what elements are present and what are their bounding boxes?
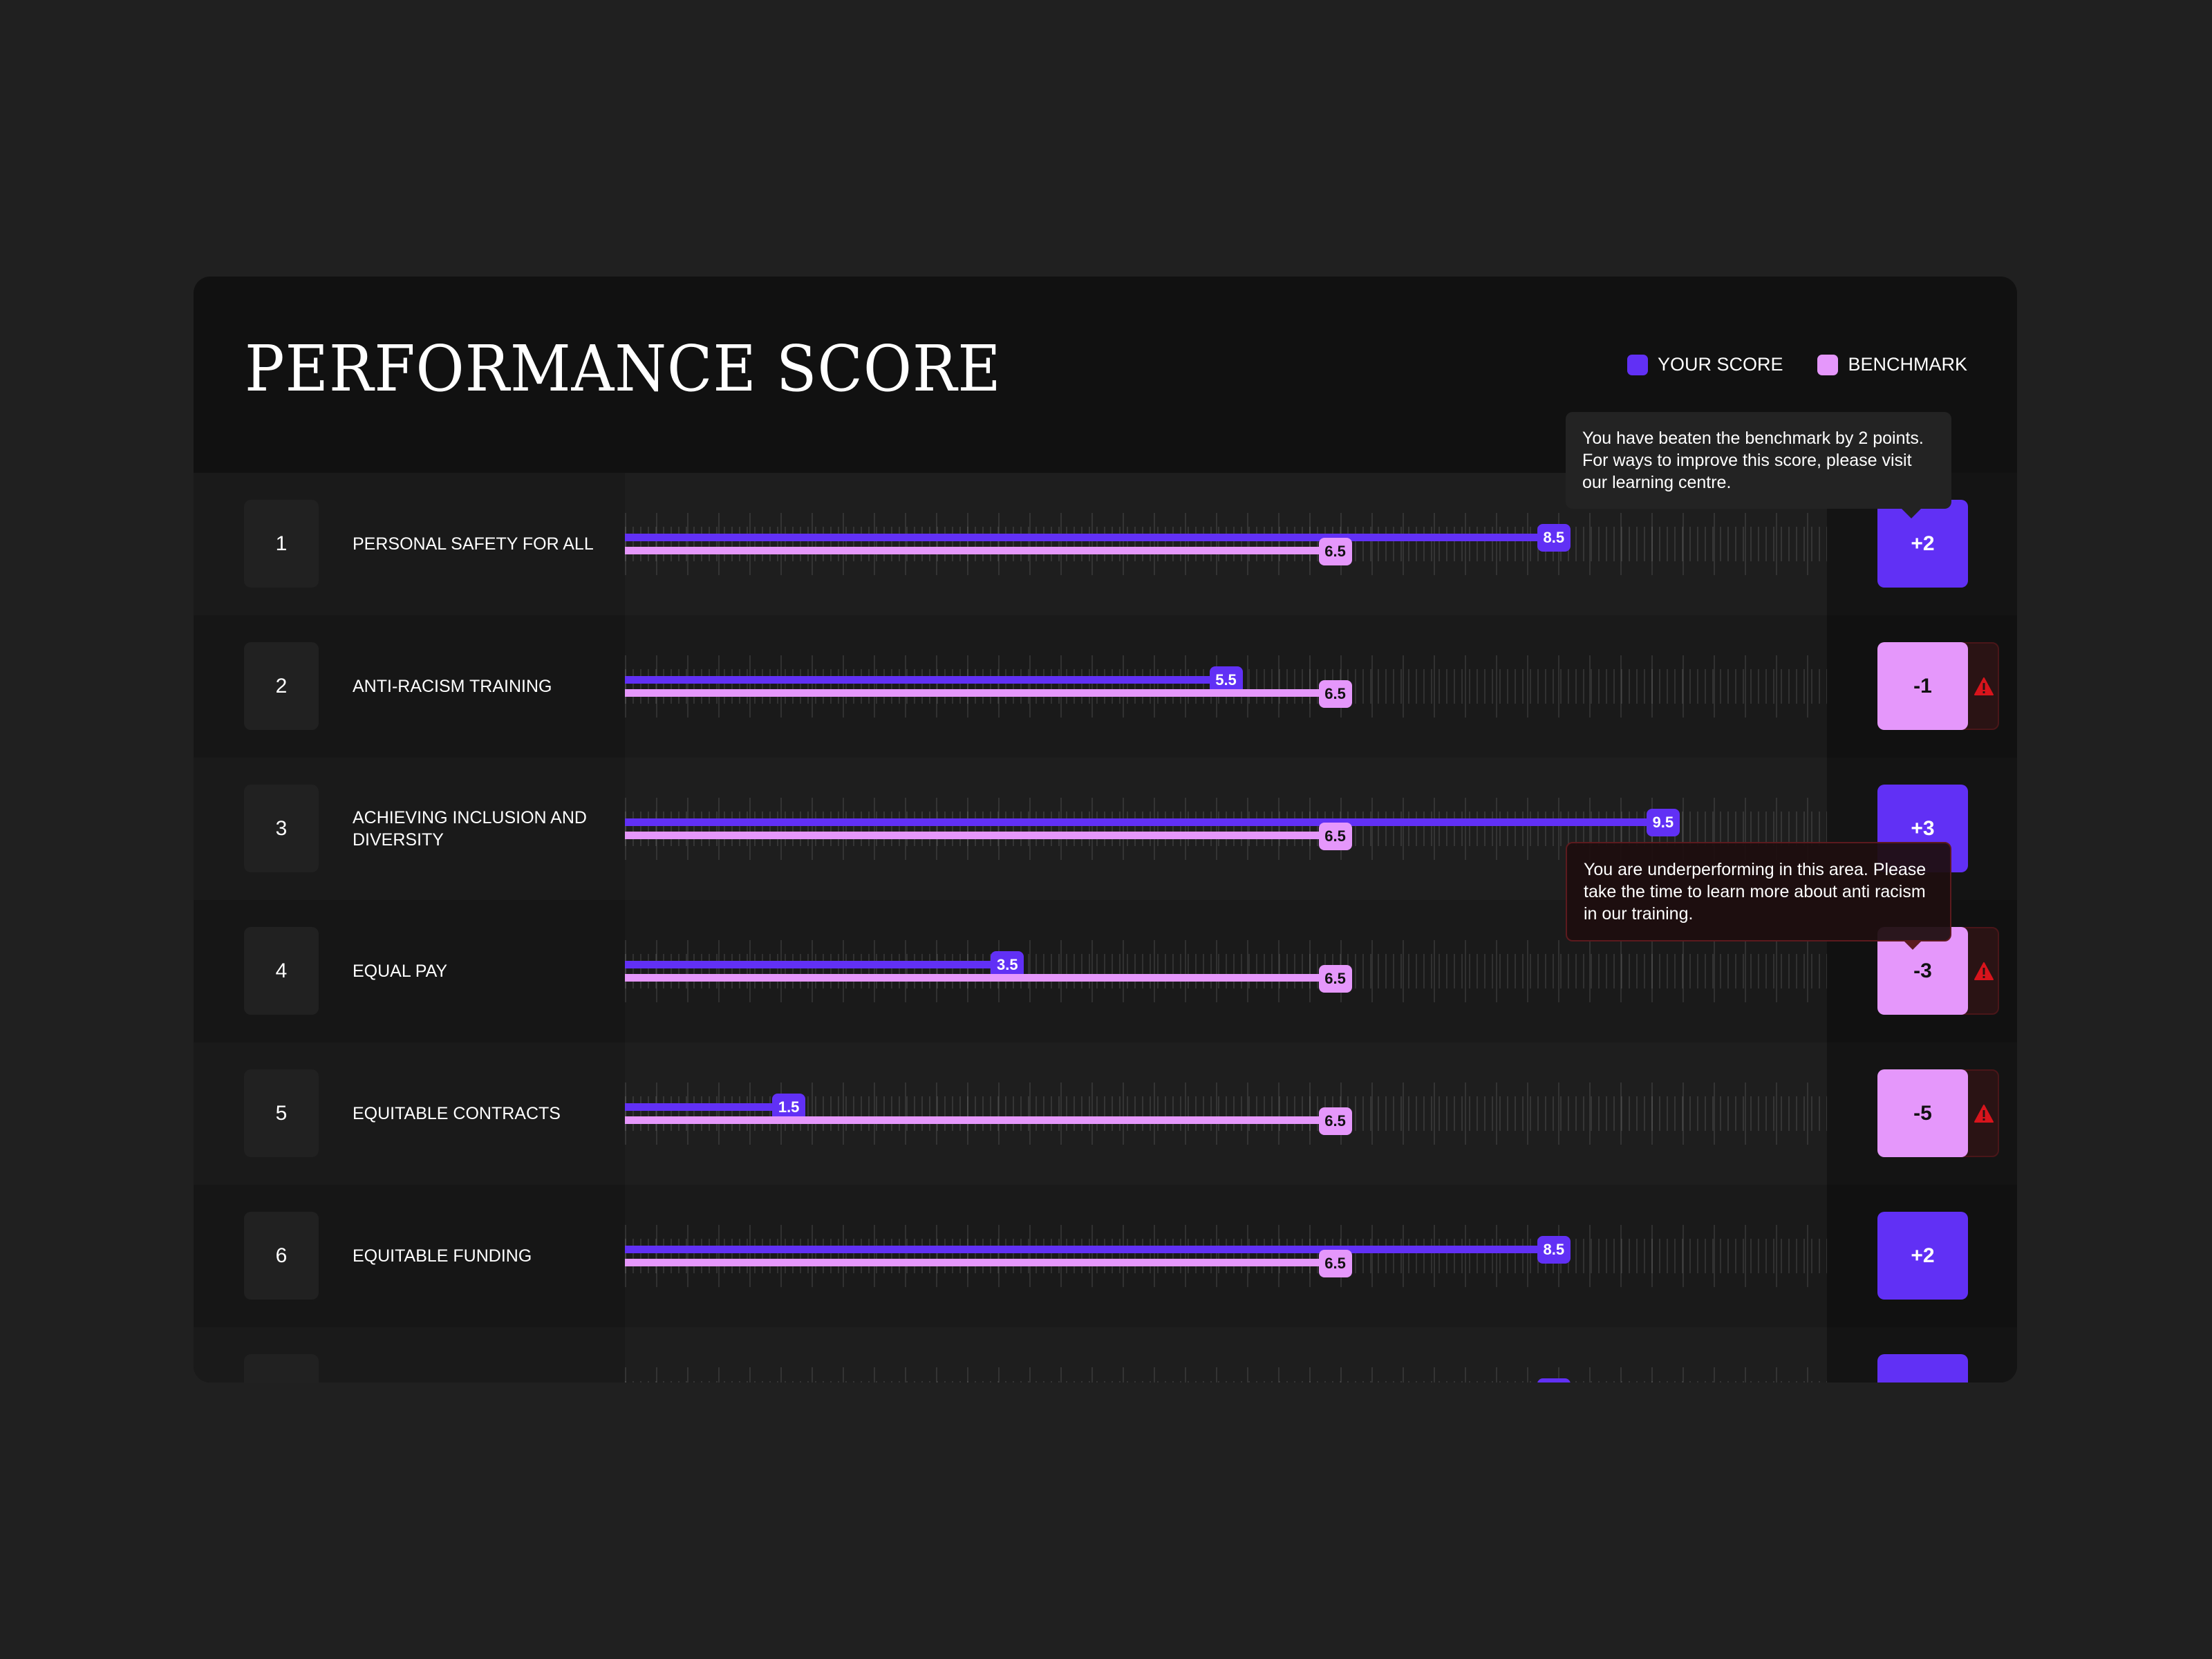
major-ticks	[625, 940, 1827, 1002]
row-label: PROVIDING CAREER	[353, 1327, 615, 1382]
tooltip-underperforming: You are underperforming in this area. Pl…	[1566, 842, 1951, 950]
benchmark-bar	[625, 689, 1335, 697]
score-diff-badge[interactable]: -3	[1877, 927, 1968, 1015]
row-label: EQUAL PAY	[353, 962, 448, 981]
benchmark-bar	[625, 832, 1335, 839]
benchmark-bar	[625, 1116, 1335, 1124]
benchmark-marker[interactable]: 6.5	[1318, 1250, 1352, 1277]
minor-ticks	[625, 527, 1827, 561]
row-label: ACHIEVING INCLUSION AND DIVERSITY	[353, 808, 587, 850]
score-bar	[625, 818, 1663, 826]
score-marker[interactable]: 8.5	[1537, 1236, 1571, 1264]
row-number: 2	[244, 642, 319, 730]
minor-ticks	[625, 1239, 1827, 1273]
major-ticks	[625, 1082, 1827, 1145]
row-number: 6	[244, 1212, 319, 1300]
score-bar	[625, 676, 1226, 684]
row-number: 5	[244, 1069, 319, 1157]
row-number: 1	[244, 500, 319, 588]
major-ticks	[625, 1225, 1827, 1287]
legend: YOUR SCORE BENCHMARK	[1627, 354, 1967, 375]
warning-icon	[1974, 962, 1994, 980]
score-diff-badge[interactable]: -1	[1877, 642, 1968, 730]
score-row[interactable]: PROVIDING CAREER	[194, 1327, 2017, 1382]
row-label: ANTI-RACISM TRAINING	[353, 677, 552, 696]
legend-label: BENCHMARK	[1848, 354, 1967, 375]
benchmark-marker[interactable]: 6.5	[1318, 965, 1352, 993]
legend-swatch-benchmark	[1817, 354, 1839, 375]
benchmark-bar	[625, 547, 1335, 554]
minor-ticks	[625, 1381, 1827, 1382]
legend-swatch-score	[1627, 354, 1648, 375]
warning-icon	[1974, 677, 1994, 695]
score-diff-badge[interactable]	[1877, 1354, 1968, 1382]
page-title: PERFORMANCE SCORE	[245, 332, 1002, 406]
score-diff-badge[interactable]: -5	[1877, 1069, 1968, 1157]
tooltip-text: You are underperforming in this area. Pl…	[1584, 860, 1927, 924]
tooltip-arrow	[1902, 509, 1921, 518]
performance-score-card: PERFORMANCE SCORE YOUR SCORE BENCHMARK 1…	[194, 276, 2017, 1382]
score-diff-badge[interactable]: +2	[1877, 1212, 1968, 1300]
benchmark-marker[interactable]: 6.5	[1318, 680, 1352, 708]
benchmark-marker[interactable]: 6.5	[1318, 538, 1352, 565]
tooltip-arrow	[1903, 940, 1922, 950]
tooltip-text: You have beaten the benchmark by 2 point…	[1582, 429, 1924, 492]
row-label: EQUITABLE CONTRACTS	[353, 1104, 561, 1123]
minor-ticks	[625, 812, 1827, 846]
minor-ticks	[625, 954, 1827, 988]
benchmark-bar	[625, 1259, 1335, 1266]
benchmark-marker[interactable]: 6.5	[1318, 1107, 1352, 1135]
score-marker[interactable]: 8.5	[1537, 524, 1571, 552]
row-number: 3	[244, 785, 319, 872]
score-bar	[625, 1103, 789, 1111]
benchmark-bar	[625, 974, 1335, 982]
legend-your-score: YOUR SCORE	[1627, 354, 1783, 375]
legend-label: YOUR SCORE	[1657, 354, 1783, 375]
score-marker[interactable]: 9.5	[1646, 809, 1680, 836]
row-number	[244, 1354, 319, 1382]
score-bar	[625, 1246, 1554, 1253]
warning-icon	[1974, 1104, 1994, 1123]
score-row[interactable]: 2 ANTI-RACISM TRAINING 5.5 6.5 -1	[194, 615, 2017, 758]
benchmark-marker[interactable]: 6.5	[1318, 823, 1352, 850]
row-label: PERSONAL SAFETY FOR ALL	[353, 534, 594, 554]
tooltip-beaten-benchmark: You have beaten the benchmark by 2 point…	[1566, 412, 1951, 518]
score-row[interactable]: 5 EQUITABLE CONTRACTS 1.5 6.5 -5	[194, 1042, 2017, 1185]
legend-benchmark: BENCHMARK	[1817, 354, 1967, 375]
score-bar	[625, 534, 1554, 541]
score-row[interactable]: 6 EQUITABLE FUNDING 8.5 6.5 +2	[194, 1185, 2017, 1327]
score-bar	[625, 961, 1008, 968]
score-diff-badge[interactable]: +2	[1877, 500, 1968, 588]
score-marker[interactable]	[1537, 1378, 1571, 1382]
row-label: EQUITABLE FUNDING	[353, 1246, 532, 1266]
major-ticks	[625, 1367, 1827, 1382]
major-ticks	[625, 513, 1827, 575]
row-number: 4	[244, 927, 319, 1015]
minor-ticks	[625, 1096, 1827, 1131]
